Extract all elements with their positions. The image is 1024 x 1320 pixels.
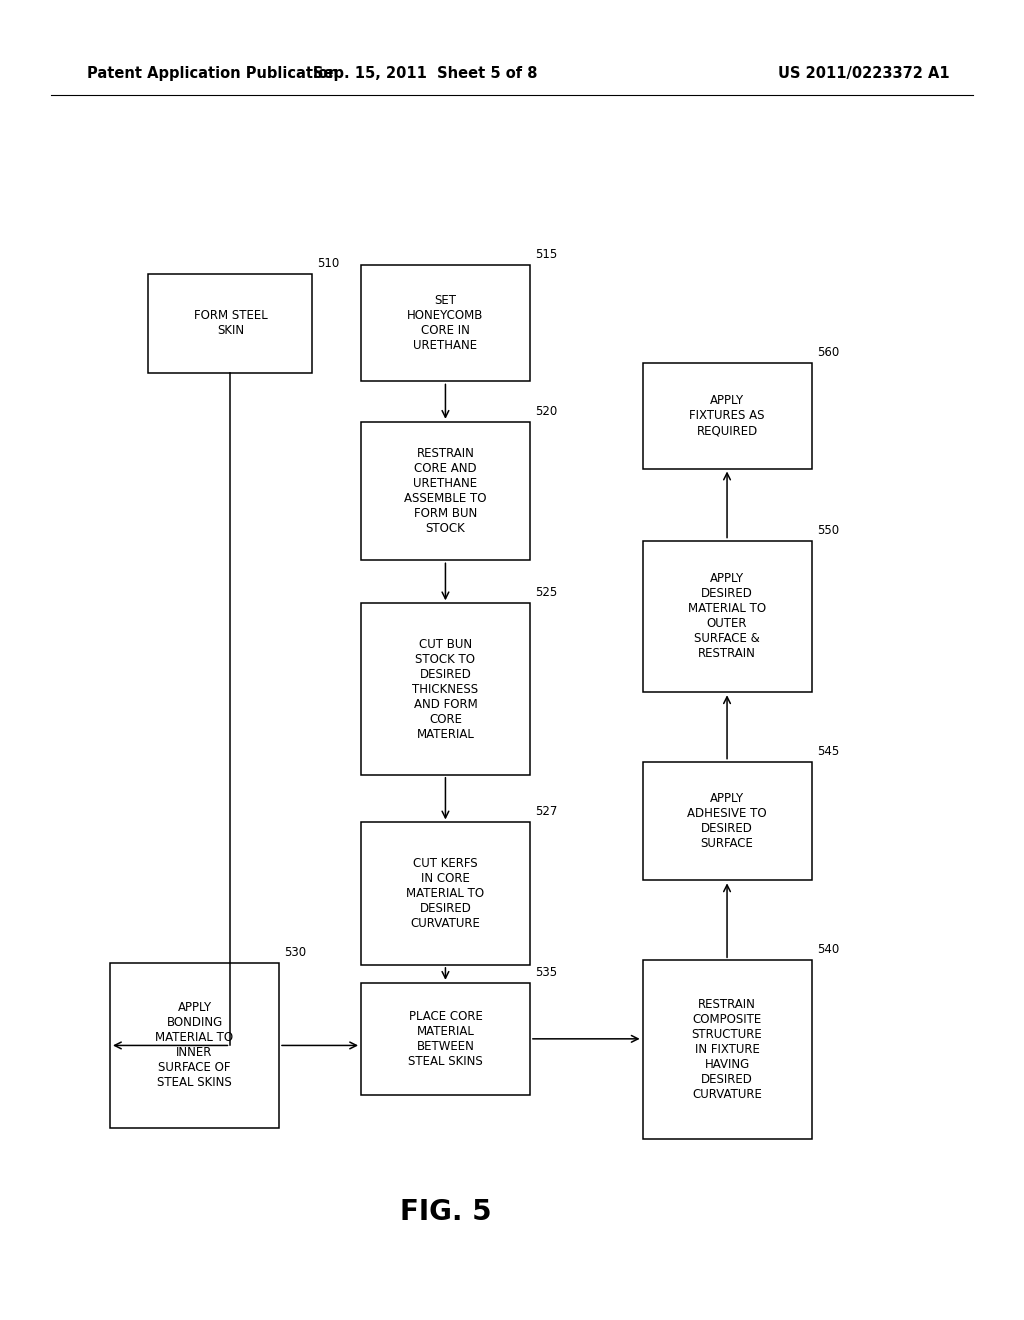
Text: RESTRAIN
CORE AND
URETHANE
ASSEMBLE TO
FORM BUN
STOCK: RESTRAIN CORE AND URETHANE ASSEMBLE TO F… [404,447,486,535]
Text: APPLY
ADHESIVE TO
DESIRED
SURFACE: APPLY ADHESIVE TO DESIRED SURFACE [687,792,767,850]
Bar [360,265,530,381]
Text: Patent Application Publication: Patent Application Publication [87,66,339,82]
Bar [643,363,811,469]
Text: 510: 510 [317,257,340,271]
Text: Sep. 15, 2011  Sheet 5 of 8: Sep. 15, 2011 Sheet 5 of 8 [312,66,538,82]
Text: FIG. 5: FIG. 5 [399,1197,492,1226]
Text: APPLY
FIXTURES AS
REQUIRED: APPLY FIXTURES AS REQUIRED [689,395,765,437]
Text: 530: 530 [285,946,306,958]
Bar [643,541,811,692]
Bar [360,422,530,560]
Text: 550: 550 [817,524,839,536]
Bar [111,964,279,1127]
Text: 515: 515 [535,248,557,261]
Text: 527: 527 [535,805,557,818]
Text: APPLY
DESIRED
MATERIAL TO
OUTER
SURFACE &
RESTRAIN: APPLY DESIRED MATERIAL TO OUTER SURFACE … [688,573,766,660]
Text: PLACE CORE
MATERIAL
BETWEEN
STEAL SKINS: PLACE CORE MATERIAL BETWEEN STEAL SKINS [409,1010,482,1068]
Text: FORM STEEL
SKIN: FORM STEEL SKIN [194,309,267,338]
Text: 535: 535 [535,966,557,979]
Text: CUT KERFS
IN CORE
MATERIAL TO
DESIRED
CURVATURE: CUT KERFS IN CORE MATERIAL TO DESIRED CU… [407,857,484,931]
Text: 545: 545 [817,744,839,758]
Text: 540: 540 [817,944,839,956]
Bar [148,275,312,372]
Text: 520: 520 [535,405,557,417]
Text: US 2011/0223372 A1: US 2011/0223372 A1 [778,66,950,82]
Text: RESTRAIN
COMPOSITE
STRUCTURE
IN FIXTURE
HAVING
DESIRED
CURVATURE: RESTRAIN COMPOSITE STRUCTURE IN FIXTURE … [691,998,763,1101]
Text: CUT BUN
STOCK TO
DESIRED
THICKNESS
AND FORM
CORE
MATERIAL: CUT BUN STOCK TO DESIRED THICKNESS AND F… [413,638,478,741]
Text: APPLY
BONDING
MATERIAL TO
INNER
SURFACE OF
STEAL SKINS: APPLY BONDING MATERIAL TO INNER SURFACE … [156,1002,233,1089]
Bar [360,982,530,1096]
Text: SET
HONEYCOMB
CORE IN
URETHANE: SET HONEYCOMB CORE IN URETHANE [408,294,483,352]
Bar [360,822,530,965]
Bar [643,762,811,880]
Text: 525: 525 [535,586,557,599]
Bar [643,961,811,1138]
Text: 560: 560 [817,346,839,359]
Bar [360,603,530,775]
